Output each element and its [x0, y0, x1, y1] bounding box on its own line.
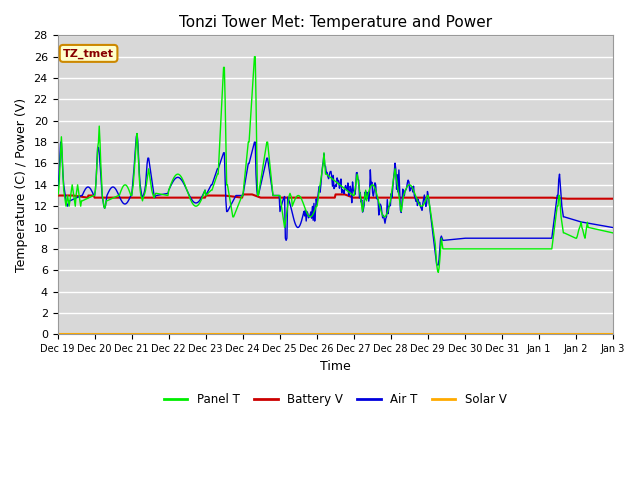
Y-axis label: Temperature (C) / Power (V): Temperature (C) / Power (V) [15, 98, 28, 272]
X-axis label: Time: Time [320, 360, 351, 372]
Text: TZ_tmet: TZ_tmet [63, 48, 114, 59]
Legend: Panel T, Battery V, Air T, Solar V: Panel T, Battery V, Air T, Solar V [159, 388, 511, 410]
Title: Tonzi Tower Met: Temperature and Power: Tonzi Tower Met: Temperature and Power [179, 15, 492, 30]
